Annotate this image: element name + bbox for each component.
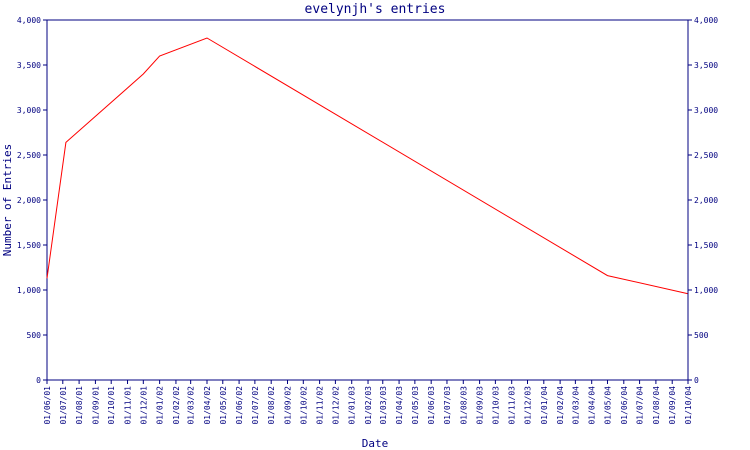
x-tick-label: 01/12/02 (331, 386, 340, 425)
x-tick-label: 01/01/04 (540, 386, 549, 425)
x-axis-title: Date (362, 437, 389, 450)
x-tick-label: 01/10/02 (299, 386, 308, 425)
y-tick-label-left: 3,500 (17, 61, 41, 70)
x-tick-label: 01/02/02 (172, 386, 181, 425)
x-tick-label: 01/02/03 (364, 386, 373, 425)
plot-area: 0 0 500 500 1,000 1,000 1,500 1,500 2,000 2,000 2,… (17, 16, 718, 425)
x-tick-label: 01/08/02 (267, 386, 276, 425)
x-tick-label: 01/10/04 (684, 386, 693, 425)
y-tick-label-right: 2,500 (694, 151, 718, 160)
x-tick-label: 01/11/02 (316, 386, 325, 425)
y-tick-label-left: 1,500 (17, 241, 41, 250)
x-tick-label: 01/11/03 (508, 386, 517, 425)
series-line (46, 37, 688, 295)
x-tick-label: 01/01/02 (156, 386, 165, 425)
x-tick-label: 01/10/01 (107, 386, 116, 425)
x-tick-label: 01/03/02 (187, 386, 196, 425)
x-tick-label: 01/01/03 (348, 386, 357, 425)
x-tick-label: 01/05/02 (219, 386, 228, 425)
x-tick-label: 01/09/04 (668, 386, 677, 425)
y-tick-label-left: 2,000 (17, 196, 41, 205)
y-tick-label-left: 2,500 (17, 151, 41, 160)
chart-title: evelynjh's entries (305, 2, 446, 17)
y-tick-label-right: 1,500 (694, 241, 718, 250)
y-tick-label-left: 500 (27, 331, 42, 340)
x-tick-label: 01/04/02 (203, 386, 212, 425)
x-tick-label: 01/07/03 (443, 386, 452, 425)
x-tick-label: 01/03/03 (379, 386, 388, 425)
x-tick-label: 01/09/02 (284, 386, 293, 425)
x-tick-label: 01/09/01 (91, 386, 100, 425)
y-tick-label-left: 0 (36, 376, 41, 385)
x-tick-label: 01/03/04 (571, 386, 580, 425)
x-tick-label: 01/12/03 (523, 386, 532, 425)
y-tick-label-right: 500 (694, 331, 709, 340)
y-tick-label-right: 3,500 (694, 61, 718, 70)
y-tick-label-left: 4,000 (17, 16, 41, 25)
y-tick-label-right: 0 (694, 376, 699, 385)
x-tick-label: 01/04/03 (395, 386, 404, 425)
x-tick-label: 01/05/03 (411, 386, 420, 425)
x-tick-label: 01/05/04 (603, 386, 612, 425)
x-tick-label: 01/06/01 (43, 386, 52, 425)
x-tick-label: 01/08/03 (459, 386, 468, 425)
x-tick-label: 01/07/02 (251, 386, 260, 425)
x-tick-label: 01/02/04 (556, 386, 565, 425)
x-tick-label: 01/07/04 (636, 386, 645, 425)
x-tick-label: 01/04/04 (588, 386, 597, 425)
y-tick-label-right: 1,000 (694, 286, 718, 295)
y-tick-label-right: 3,000 (694, 106, 718, 115)
y-tick-label-right: 2,000 (694, 196, 718, 205)
x-tick-label: 01/12/01 (139, 386, 148, 425)
y-tick-label-left: 3,000 (17, 106, 41, 115)
x-tick-label: 01/07/01 (59, 386, 68, 425)
x-tick-label: 01/09/03 (476, 386, 485, 425)
y-tick-label-left: 1,000 (17, 286, 41, 295)
x-tick-label: 01/06/04 (620, 386, 629, 425)
x-tick-label: 01/11/01 (124, 386, 133, 425)
x-tick-label: 01/06/03 (427, 386, 436, 425)
x-tick-label: 01/08/04 (652, 386, 661, 425)
x-tick-label: 01/10/03 (491, 386, 500, 425)
x-tick-label: 01/06/02 (235, 386, 244, 425)
y-axis-title: Number of Entries (1, 144, 14, 257)
x-tick-label: 01/08/01 (75, 386, 84, 425)
y-tick-label-right: 4,000 (694, 16, 718, 25)
